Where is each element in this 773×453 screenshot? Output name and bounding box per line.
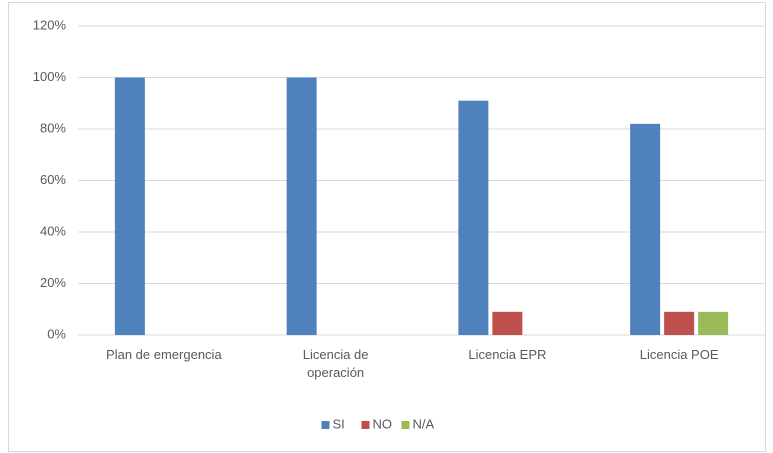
- x-tick-label: Licencia POE: [639, 347, 719, 362]
- y-tick-label: 120%: [33, 17, 67, 32]
- y-tick-label: 100%: [33, 69, 67, 84]
- y-tick-label: 80%: [40, 120, 66, 135]
- legend-swatch: [401, 421, 410, 429]
- x-tick-label: Plan de emergencia: [106, 347, 222, 362]
- legend-swatch: [361, 421, 370, 429]
- bar: [114, 77, 145, 335]
- bar: [458, 100, 489, 335]
- bar: [664, 311, 695, 335]
- y-tick-label: 40%: [40, 223, 66, 238]
- bar: [492, 311, 523, 335]
- legend-label: N/A: [413, 416, 435, 431]
- legend-swatch: [321, 421, 330, 429]
- x-tick-label: Licencia EPR: [468, 347, 547, 362]
- x-tick-label: Licencia de operación: [302, 347, 369, 380]
- y-tick-label: 60%: [40, 172, 66, 187]
- y-tick-label: 20%: [40, 275, 66, 290]
- legend-label: NO: [373, 416, 393, 431]
- y-tick-label: 0%: [47, 326, 66, 341]
- bar: [630, 123, 661, 335]
- legend-label: SI: [333, 416, 345, 431]
- bar: [286, 77, 317, 335]
- bar: [698, 311, 729, 335]
